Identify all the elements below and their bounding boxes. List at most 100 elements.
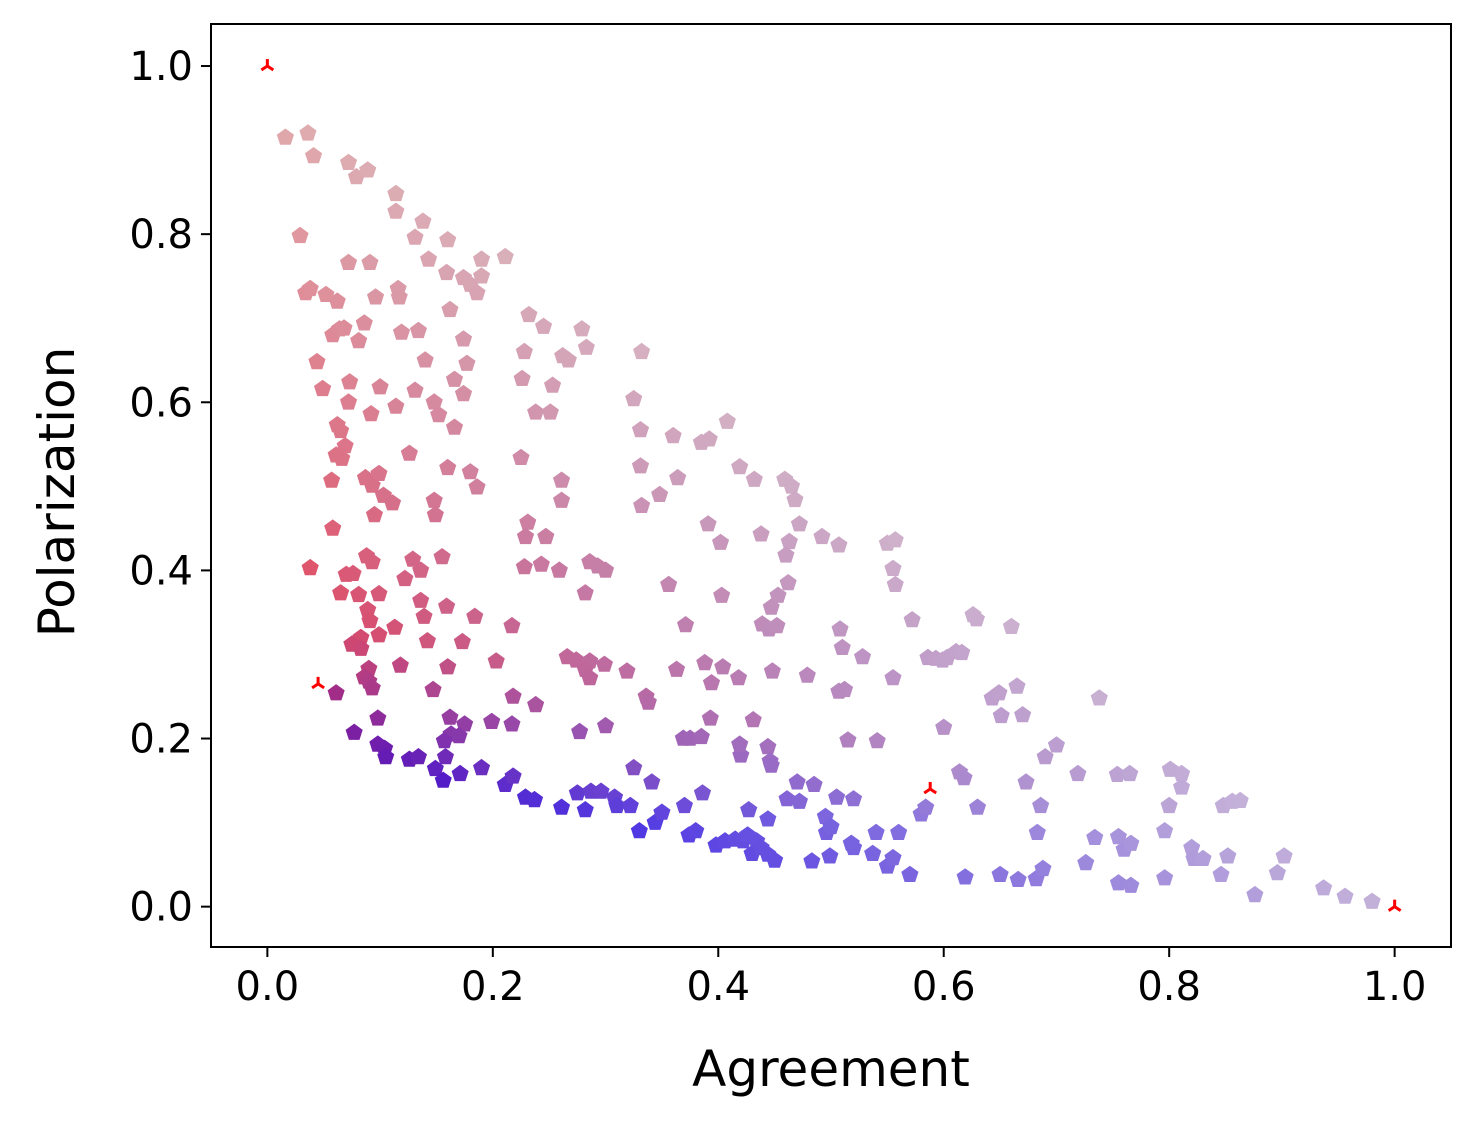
- scatter-point: [831, 620, 849, 637]
- scatter-point: [550, 561, 568, 578]
- scatter-point: [332, 584, 350, 601]
- scatter-point: [625, 389, 643, 407]
- scatter-point: [541, 403, 559, 420]
- scatter-point: [730, 669, 748, 686]
- scatter-point: [387, 397, 405, 414]
- scatter-point: [436, 748, 454, 765]
- scatter-point: [456, 715, 474, 732]
- scatter-point: [917, 798, 935, 815]
- scatter-point: [425, 393, 443, 410]
- scatter-point: [435, 732, 453, 749]
- scatter-point: [768, 616, 786, 634]
- scatter-point: [1183, 838, 1201, 856]
- scatter-point: [340, 393, 358, 410]
- scatter-point: [790, 792, 808, 809]
- scatter-point: [458, 354, 476, 371]
- scatter-point: [903, 611, 921, 628]
- scatter-point: [328, 292, 346, 309]
- plot-frame: [210, 23, 1452, 948]
- highlight-point: [311, 676, 325, 690]
- scatter-point: [409, 748, 427, 765]
- scatter-point: [1008, 677, 1026, 694]
- scatter-point: [677, 616, 695, 633]
- scatter-point: [833, 638, 851, 655]
- scatter-point: [396, 569, 414, 587]
- scatter-point: [643, 773, 661, 790]
- scatter-point: [445, 418, 464, 435]
- scatter-point: [1086, 828, 1104, 845]
- scatter-point: [439, 231, 457, 248]
- scatter-point: [420, 250, 438, 267]
- scatter-point: [362, 405, 380, 422]
- scatter-point: [597, 561, 615, 578]
- scatter-point: [512, 448, 530, 465]
- y-tick-label: 1.0: [129, 44, 193, 90]
- scatter-point: [537, 527, 555, 545]
- scatter-point: [890, 823, 908, 840]
- scatter-point: [301, 558, 319, 576]
- scatter-point: [473, 267, 491, 284]
- scatter-point: [592, 782, 610, 799]
- scatter-point: [740, 801, 758, 818]
- scatter-point: [576, 584, 594, 601]
- scatter-point: [301, 279, 319, 297]
- scatter-point: [769, 586, 787, 603]
- scatter-point: [335, 319, 353, 336]
- scatter-point: [454, 384, 473, 402]
- scatter-point: [1109, 874, 1127, 891]
- scatter-point: [363, 476, 381, 493]
- scatter-point: [864, 844, 882, 861]
- scatter-point: [535, 317, 553, 334]
- scatter-point: [955, 769, 973, 786]
- scatter-point: [639, 693, 657, 710]
- data-points: [276, 124, 1381, 909]
- scatter-point: [515, 342, 533, 360]
- scatter-point: [759, 737, 777, 755]
- scatter-point: [345, 723, 363, 740]
- scatter-point: [901, 865, 919, 882]
- scatter-point: [1121, 764, 1139, 782]
- scatter-point: [714, 658, 732, 675]
- scatter-point: [332, 421, 350, 439]
- scatter-point: [409, 321, 427, 339]
- scatter-point: [450, 727, 468, 744]
- scatter-point: [333, 449, 351, 466]
- scatter-point: [553, 491, 571, 508]
- scatter-point: [527, 403, 545, 420]
- scatter-point: [1017, 773, 1035, 790]
- scatter-point: [992, 706, 1010, 724]
- scatter-point: [276, 128, 294, 145]
- scatter-point: [430, 405, 448, 423]
- scatter-point: [991, 865, 1009, 882]
- scatter-point: [1109, 827, 1127, 845]
- scatter-point: [868, 732, 886, 749]
- scatter-point: [577, 338, 595, 355]
- scatter-point: [687, 822, 705, 839]
- scatter-point: [390, 288, 408, 305]
- scatter-point: [412, 591, 430, 608]
- scatter-point: [361, 253, 379, 270]
- scatter-point: [416, 351, 434, 368]
- scatter-point: [813, 527, 831, 545]
- y-tick-label: 0.4: [129, 548, 193, 594]
- scatter-point: [359, 161, 377, 178]
- scatter-point: [438, 597, 456, 614]
- scatter-point: [718, 412, 736, 429]
- scatter-point: [668, 660, 686, 677]
- scatter-point: [487, 652, 505, 669]
- scatter-point: [1231, 791, 1249, 808]
- scatter-point: [1028, 823, 1046, 840]
- scatter-point: [361, 611, 379, 629]
- scatter-point: [340, 153, 358, 170]
- scatter-point: [573, 320, 591, 337]
- x-axis-title: Agreement: [692, 1040, 970, 1098]
- scatter-point: [675, 796, 693, 814]
- scatter-point: [766, 851, 784, 868]
- scatter-point: [630, 822, 648, 839]
- scatter-point: [1077, 853, 1095, 871]
- scatter-point: [496, 247, 514, 265]
- y-tick-label: 0.2: [129, 717, 193, 763]
- scatter-point: [712, 533, 730, 550]
- scatter-point: [839, 731, 857, 748]
